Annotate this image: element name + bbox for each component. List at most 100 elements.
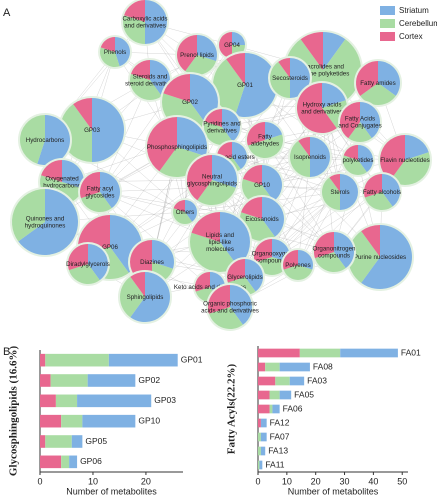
bar-label: GP01 — [181, 354, 203, 364]
pie-slice — [235, 53, 278, 117]
node-label: Phosphosphingolipids — [147, 144, 207, 151]
pie-slice — [227, 259, 245, 283]
node-label: Fatty aldehydes — [251, 133, 279, 147]
pie-slice — [226, 53, 245, 85]
legend-label: Cortex — [399, 32, 423, 41]
node-label: Keto acids and derivatives — [174, 284, 246, 291]
pie-slice — [145, 0, 167, 44]
x-tick-label: 50 — [397, 476, 407, 486]
pie-slice — [129, 73, 162, 101]
node: Fatty acyl glycosides — [78, 170, 122, 214]
pie-slice — [37, 115, 70, 165]
node: Sterols — [320, 172, 360, 212]
bar-segment — [40, 455, 62, 469]
pie-slice — [100, 172, 121, 209]
edge — [271, 121, 361, 258]
pie-slice — [207, 285, 230, 314]
pie-slice — [242, 165, 262, 185]
pie-slice — [88, 244, 109, 281]
pie-slice — [191, 212, 220, 242]
bar-segment — [260, 446, 266, 456]
bar-segment — [45, 353, 109, 367]
node: Steroids and steroid derivatives — [125, 58, 175, 102]
pie-slice — [298, 137, 310, 157]
pie-slice — [340, 174, 358, 210]
pie-slice — [283, 265, 313, 281]
node: Hydroxy acids and derivatives — [295, 81, 349, 135]
pie-slice — [185, 200, 197, 222]
node: Quinones and hydroquinones — [10, 187, 80, 257]
node-label: Macrolides and lactone polyketides — [297, 63, 350, 77]
bar-label: FA13 — [268, 445, 288, 455]
bar-segment — [82, 414, 136, 428]
edge — [151, 126, 223, 263]
pie-slice — [361, 225, 380, 257]
bar-label: GP10 — [138, 415, 160, 425]
pie-slice — [195, 272, 210, 292]
x-tick-label: 20 — [311, 476, 321, 486]
bar-segment — [45, 435, 72, 448]
node-label: Fatty acyl glycosides — [86, 185, 115, 199]
bar-segment — [269, 404, 273, 414]
bar-segment — [260, 418, 267, 428]
node: Diradylglycerols — [66, 242, 110, 286]
bar-segment — [299, 348, 341, 358]
node-label: GP01 — [237, 82, 253, 89]
pie-slice — [364, 192, 393, 210]
x-tick-label: 30 — [340, 476, 350, 486]
bar-segment — [258, 404, 270, 414]
pie-slice — [197, 35, 217, 62]
pie-slice — [232, 32, 245, 45]
pie-slice — [364, 173, 382, 198]
x-tick-label: 0 — [255, 476, 260, 486]
bar-segment — [71, 435, 83, 448]
node-label: GP04 — [224, 42, 240, 49]
bar-segment — [61, 414, 83, 428]
y-axis-title: Fatty Acyls(22.2%) — [226, 363, 238, 454]
pie-slice — [322, 83, 346, 108]
pie-slice — [185, 55, 217, 76]
pie-slice — [310, 137, 330, 177]
node-label: GP10 — [254, 182, 270, 189]
bar-label: GP05 — [85, 436, 107, 446]
bar-segment — [340, 348, 398, 358]
legend-label: Striatum — [399, 6, 429, 15]
pie-slice — [245, 259, 263, 292]
node-label: GP03 — [84, 127, 100, 134]
node: Fatty alcohols — [362, 172, 402, 212]
bar-segment — [40, 353, 46, 367]
node: Organic phosphoric acids and derivatives — [201, 283, 259, 331]
node: polyketides — [341, 143, 375, 177]
bar-segment — [289, 376, 305, 386]
node-label: Lipids and lipid-like molecules — [206, 232, 235, 253]
panel-label: B — [3, 346, 10, 358]
bar-segment — [40, 374, 51, 387]
pie-slice — [300, 32, 323, 70]
node-label: Isoprenoids — [294, 154, 326, 161]
x-tick-label: 40 — [368, 476, 378, 486]
bar-segment — [87, 374, 136, 387]
pie-slice — [20, 115, 45, 164]
x-tick-label: 10 — [282, 476, 292, 486]
node-label: Diazines — [140, 259, 164, 266]
pie-slice — [100, 47, 120, 67]
pie-slice — [100, 37, 115, 52]
pie-slice — [347, 231, 380, 283]
pie-slice — [343, 155, 367, 176]
node: Secosteroids — [268, 56, 312, 100]
legend-swatch — [380, 32, 395, 41]
node-label: Fatty amides — [360, 80, 395, 87]
pie-slice — [262, 165, 282, 202]
pie-slice — [147, 117, 177, 172]
node-label: Sterols — [330, 189, 349, 196]
bar-segment — [40, 414, 62, 428]
pie-slice — [380, 135, 405, 181]
pie-slice — [124, 0, 145, 22]
node: Fatty aldehydes — [245, 120, 285, 160]
pie-slice — [329, 174, 340, 192]
pie-slice — [115, 37, 130, 67]
bar-label: GP06 — [80, 456, 102, 466]
bar-segment — [258, 390, 270, 400]
x-tick-label: 10 — [88, 476, 98, 486]
x-axis-title: Number of metabolites — [66, 486, 157, 496]
